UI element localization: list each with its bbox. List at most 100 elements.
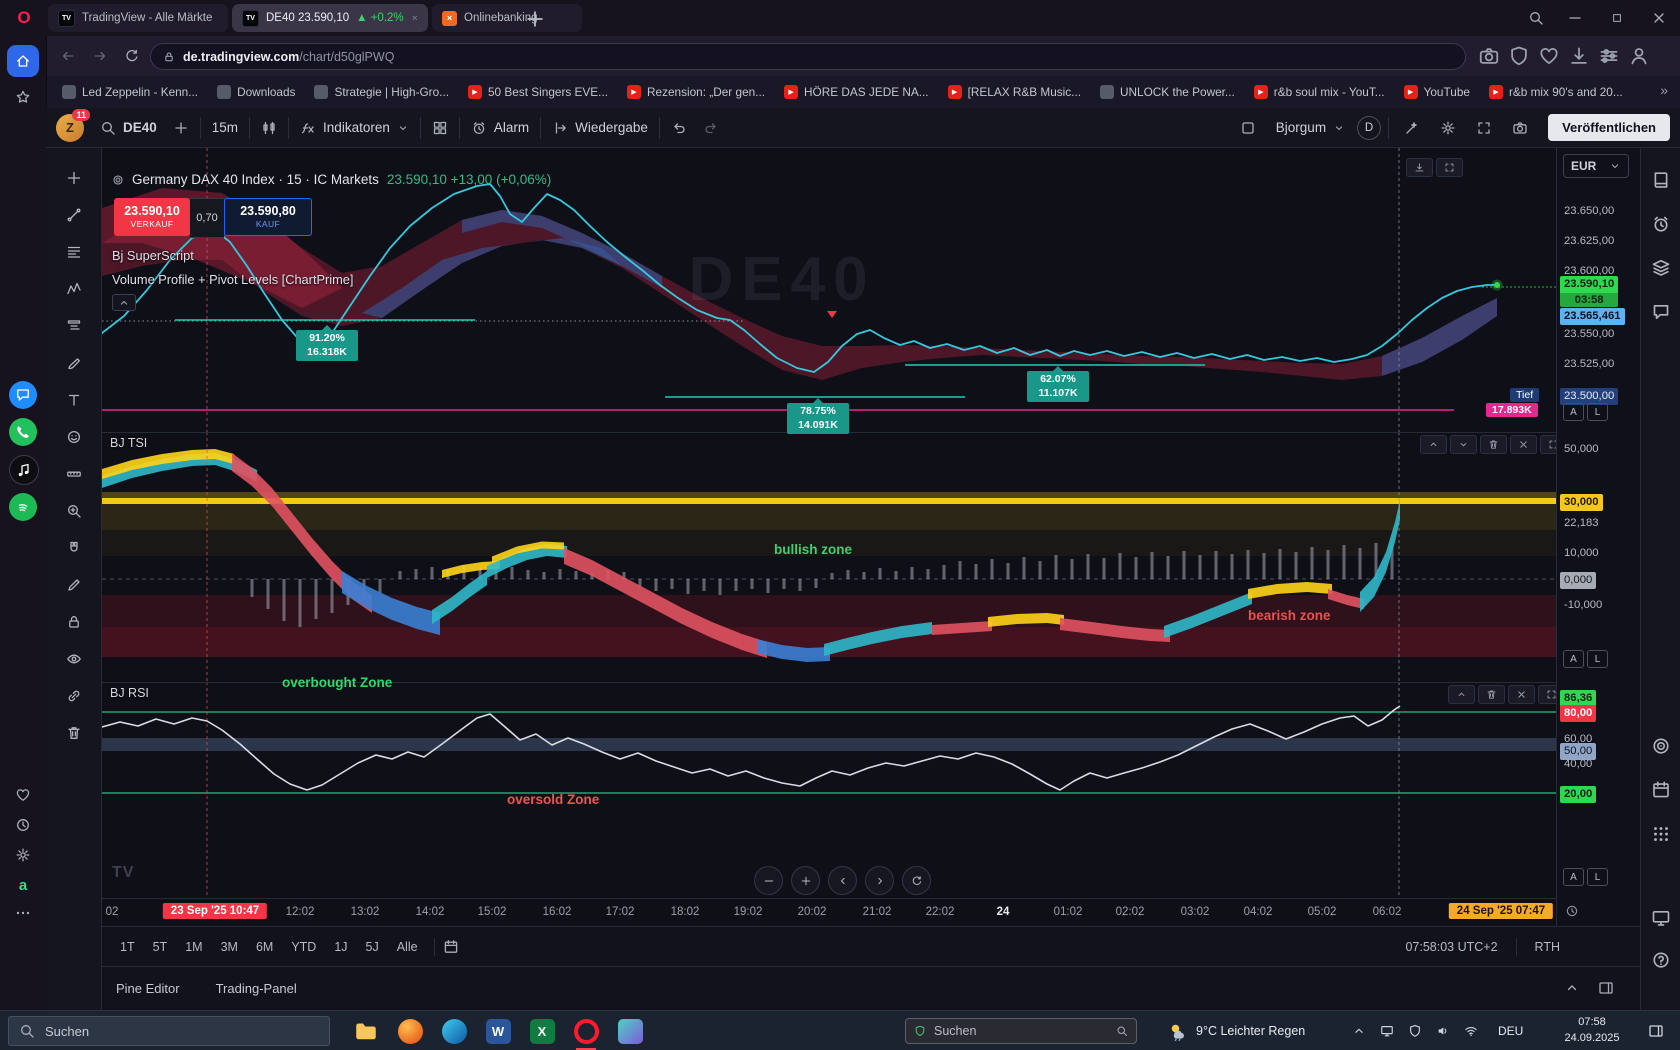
rsi-pane-canvas[interactable] [102, 682, 1556, 898]
bookmark-item[interactable]: ▶ Rezension: „Der gen... [627, 85, 765, 99]
bookmark-item[interactable]: ▶ 50 Best Singers EVE... [468, 85, 608, 99]
indicator-legend-supersript[interactable]: Bj SuperScript [112, 248, 194, 263]
app-icon-file-explorer[interactable] [344, 1011, 388, 1050]
layout-letter-badge[interactable]: D [1357, 115, 1382, 140]
calendar-button[interactable] [1651, 780, 1671, 800]
keyboard-language[interactable]: DEU [1498, 1024, 1524, 1038]
app-icon-firefox[interactable] [388, 1011, 432, 1050]
interval-button[interactable]: 15m [211, 120, 239, 135]
object-tree-button[interactable] [1651, 736, 1671, 756]
tab-tradingview-home[interactable]: TV TradingView - Alle Märkte [48, 4, 228, 32]
range-button-1m[interactable]: 1M [185, 939, 203, 954]
bookmark-heart-icon[interactable] [1538, 45, 1560, 67]
range-button-ytd[interactable]: YTD [291, 939, 317, 954]
bookmark-item[interactable]: Downloads [217, 85, 295, 99]
tab-search-icon[interactable] [1528, 10, 1544, 26]
bookmarks-overflow-chevron[interactable]: » [1660, 82, 1668, 98]
tab-trading-panel[interactable]: Trading-Panel [215, 981, 297, 996]
window-maximize-button[interactable] [1596, 0, 1638, 36]
indicator-legend-volume-profile[interactable]: Volume Profile + Pivot Levels [ChartPrim… [112, 272, 354, 287]
crosshair-tool-button[interactable] [66, 170, 82, 186]
fullscreen-button[interactable] [1468, 108, 1500, 148]
weather-widget[interactable]: 9°C Leichter Regen [1168, 1011, 1305, 1050]
range-button-1j[interactable]: 1J [334, 939, 348, 954]
session-toggle[interactable]: RTH [1534, 939, 1560, 954]
expand-panel-icon[interactable] [1564, 980, 1580, 996]
snapshot-button[interactable] [1504, 108, 1536, 148]
ideas-chat-button[interactable] [1651, 302, 1671, 322]
close-pane-button[interactable] [1510, 435, 1537, 454]
log-scale-button[interactable]: L [1587, 403, 1608, 421]
avatar[interactable]: Z 11 [56, 108, 90, 142]
help-button[interactable] [1651, 950, 1671, 970]
long-position-tool-button[interactable] [66, 318, 82, 334]
reset-chart-button[interactable] [902, 866, 931, 895]
forward-button[interactable] [86, 42, 114, 70]
chart-area[interactable]: DE40 Germany DAX 40 Index · 15 · IC Mark… [102, 148, 1556, 926]
hotlists-button[interactable] [1651, 258, 1671, 278]
zoom-in-tool-button[interactable] [66, 503, 82, 519]
maximize-pane-button[interactable] [1540, 435, 1556, 454]
legend-collapse-button[interactable] [112, 294, 136, 311]
rsi-pane-label[interactable]: BJ RSI [110, 686, 149, 700]
easy-setup-icon[interactable] [1598, 45, 1620, 67]
tab-close-icon[interactable] [411, 10, 418, 26]
tray-security-icon[interactable] [1408, 1024, 1422, 1038]
snapshot-icon[interactable] [1478, 45, 1500, 67]
auto-scale-button[interactable]: A [1563, 403, 1584, 421]
sidebar-spotify-button[interactable] [9, 493, 37, 521]
symbol-title[interactable]: Germany DAX 40 Index · 15 · IC Markets [132, 172, 379, 187]
tray-volume-icon[interactable] [1436, 1024, 1450, 1038]
back-button[interactable] [54, 42, 82, 70]
range-button-3m[interactable]: 3M [220, 939, 238, 954]
replay-button[interactable]: Wiedergabe [544, 108, 656, 148]
link-drawings-tool-button[interactable] [66, 688, 82, 704]
go-to-date-icon[interactable] [443, 939, 459, 955]
url-field[interactable]: de.tradingview.com/chart/d50glPWQ [150, 43, 1466, 70]
currency-dropdown[interactable]: EUR [1563, 154, 1629, 178]
magnet-tool-button[interactable] [66, 540, 82, 556]
symbol-search-button[interactable]: DE40 [92, 108, 165, 148]
tray-network-icon[interactable] [1464, 1024, 1478, 1038]
delete-pane-button[interactable] [1478, 685, 1505, 704]
xabcd-pattern-tool-button[interactable] [66, 281, 82, 297]
scroll-left-button[interactable] [828, 866, 857, 895]
sidebar-home-button[interactable] [7, 45, 39, 77]
range-button-5j[interactable]: 5J [365, 939, 379, 954]
reload-button[interactable] [118, 42, 146, 70]
bookmark-item[interactable]: ▶ r&b soul mix - YouT... [1253, 85, 1385, 99]
quick-search-button[interactable] [1396, 108, 1428, 148]
notification-center-icon[interactable] [1648, 1023, 1664, 1039]
log-scale-button[interactable]: L [1587, 868, 1608, 886]
undo-button[interactable] [663, 108, 695, 148]
profile-icon[interactable] [1628, 45, 1650, 67]
remove-drawings-tool-button[interactable] [66, 725, 82, 741]
zoom-out-button[interactable] [754, 866, 783, 895]
downloads-icon[interactable] [1568, 45, 1590, 67]
move-pane-up-button[interactable] [1448, 685, 1475, 704]
layout-name-button[interactable]: Bjorgum [1268, 108, 1353, 148]
screener-button[interactable] [1651, 908, 1671, 928]
price-scale[interactable]: EUR 23.650,00 23.625,00 23.600,00 23.590,10… [1556, 148, 1641, 926]
tsi-pane-label[interactable]: BJ TSI [110, 436, 148, 450]
tray-display-icon[interactable] [1380, 1024, 1394, 1038]
sidebar-tiktok-button[interactable] [9, 455, 39, 485]
redo-button[interactable] [695, 108, 727, 148]
compare-button[interactable] [165, 108, 197, 148]
tradingview-logo[interactable]: TV [112, 864, 135, 881]
axis-clock-icon[interactable] [1565, 904, 1579, 918]
text-tool-button[interactable] [66, 392, 82, 408]
taskbar-search[interactable]: Suchen [8, 1016, 330, 1046]
app-icon-edge[interactable] [432, 1011, 476, 1050]
window-close-button[interactable] [1638, 0, 1680, 36]
apps-button[interactable] [1651, 824, 1671, 844]
chart-style-button[interactable] [253, 108, 285, 148]
sidebar-likes-button[interactable] [12, 784, 34, 806]
fib-retracement-tool-button[interactable] [66, 244, 82, 260]
chart-settings-button[interactable] [1432, 108, 1464, 148]
main-chart-canvas[interactable] [102, 148, 1556, 432]
layout-grid-button[interactable] [424, 108, 456, 148]
range-button-6m[interactable]: 6M [255, 939, 274, 954]
shield-icon[interactable] [1508, 45, 1530, 67]
tab-pine-editor[interactable]: Pine Editor [116, 981, 180, 996]
